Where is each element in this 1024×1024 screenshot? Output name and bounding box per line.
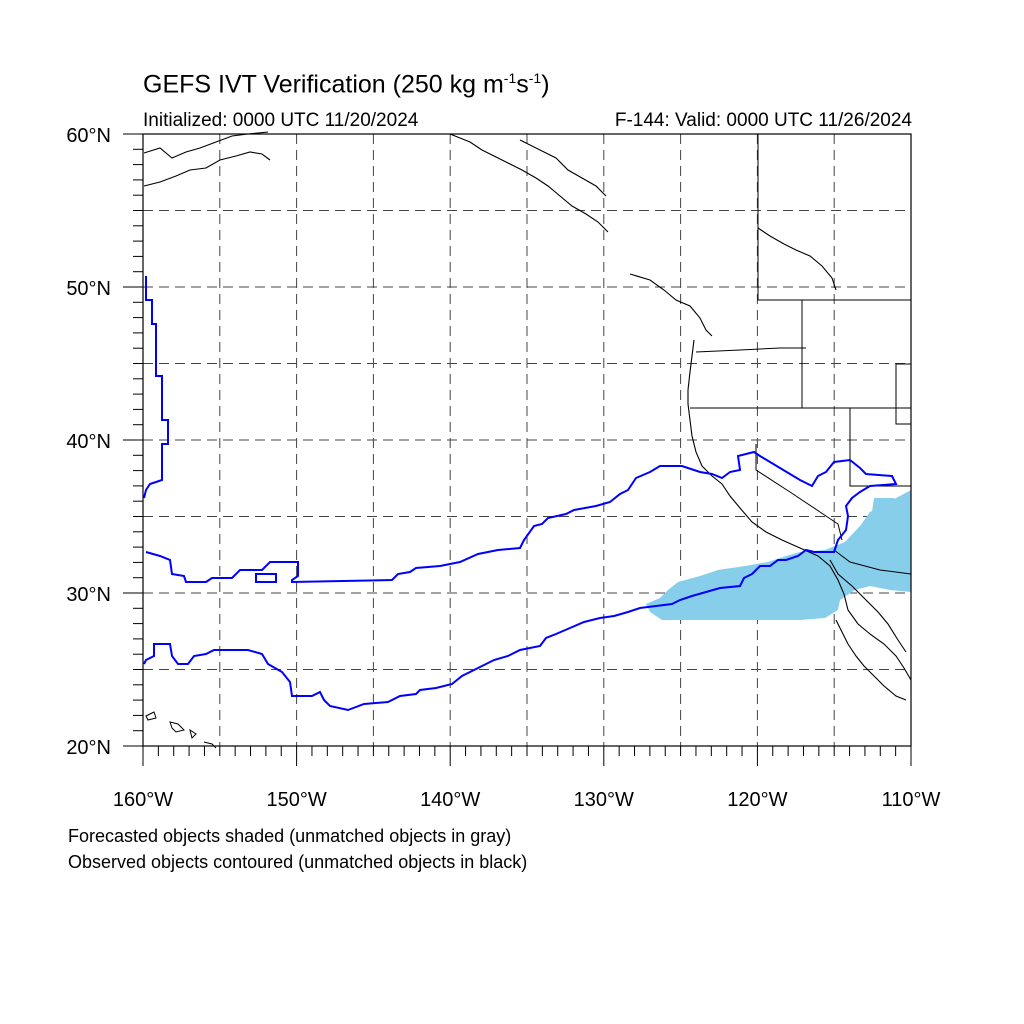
lon-label: 140°W xyxy=(420,789,480,811)
hawaii-islands xyxy=(145,711,217,749)
forecast-object-shaded-upper xyxy=(872,498,896,520)
state-borders xyxy=(690,134,912,575)
initialized-time: Initialized: 0000 UTC 11/20/2024 xyxy=(143,110,419,131)
map-title: GEFS IVT Verification (250 kg m-1s-1) xyxy=(143,70,550,99)
forecast-note: Forecasted objects shaded (unmatched obj… xyxy=(68,826,512,846)
lat-label: 30°N xyxy=(66,584,111,606)
lon-label: 120°W xyxy=(727,789,787,811)
observed-object-small xyxy=(255,573,277,583)
gridlines xyxy=(143,134,911,746)
valid-time: F-144: Valid: 0000 UTC 11/26/2024 xyxy=(614,110,912,131)
coastlines xyxy=(143,131,912,701)
lat-label: 50°N xyxy=(66,278,111,300)
observed-note: Observed objects contoured (unmatched ob… xyxy=(68,852,528,872)
lon-label: 160°W xyxy=(113,789,173,811)
lat-label: 40°N xyxy=(66,431,111,453)
lon-label: 110°W xyxy=(882,789,941,811)
lat-label: 60°N xyxy=(66,125,111,147)
observed-contours xyxy=(143,276,898,712)
forecast-object-shaded xyxy=(646,490,911,620)
observed-object-north xyxy=(143,276,169,499)
lon-label: 130°W xyxy=(574,789,634,811)
map-frame xyxy=(142,133,912,747)
observed-object-main xyxy=(143,450,898,712)
lat-label: 20°N xyxy=(66,737,111,759)
lon-label: 150°W xyxy=(266,789,326,811)
axis-ticks xyxy=(123,133,912,766)
